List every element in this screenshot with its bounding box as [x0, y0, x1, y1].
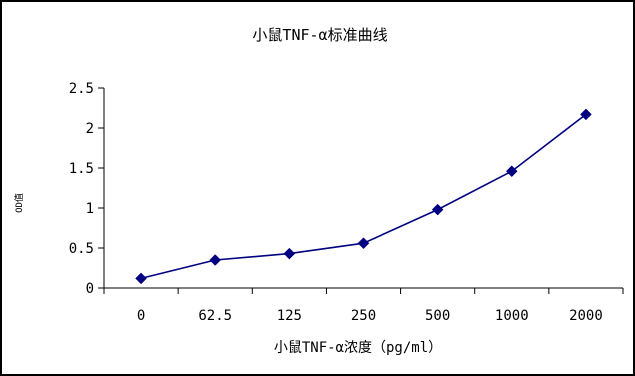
x-tick-label: 0 — [137, 308, 145, 324]
x-tick-label: 1000 — [495, 308, 529, 324]
data-point-marker — [209, 254, 222, 266]
data-point-marker — [580, 108, 592, 121]
y-tick-label: 0.5 — [69, 241, 94, 257]
chart-title: 小鼠TNF-α标准曲线 — [252, 26, 387, 44]
plot-area: 0 0.5 1 1.5 2 2.5 0 62.5 125 250 500 1000 2000 — [69, 81, 624, 324]
y-tick-label: 2 — [86, 121, 94, 137]
data-point-marker — [357, 237, 370, 250]
x-axis-label: 小鼠TNF-α浓度（pg/ml） — [274, 340, 442, 356]
x-tick-label: 125 — [277, 308, 302, 324]
x-tick-label: 500 — [425, 308, 450, 324]
y-tick-label: 2.5 — [69, 81, 94, 97]
data-point-marker — [505, 165, 518, 178]
y-tick-label: 0 — [86, 281, 94, 297]
y-tick-label: 1 — [86, 201, 94, 217]
x-tick-label: 62.5 — [198, 308, 232, 324]
x-tick-label: 250 — [351, 308, 376, 324]
y-axis-label: OD值 — [13, 193, 25, 213]
data-point-marker — [135, 272, 147, 285]
data-point-marker — [283, 247, 296, 260]
x-tick-label: 2000 — [569, 308, 603, 324]
data-point-marker — [431, 203, 444, 216]
series-line — [140, 113, 587, 280]
y-tick-label: 1.5 — [69, 161, 94, 177]
